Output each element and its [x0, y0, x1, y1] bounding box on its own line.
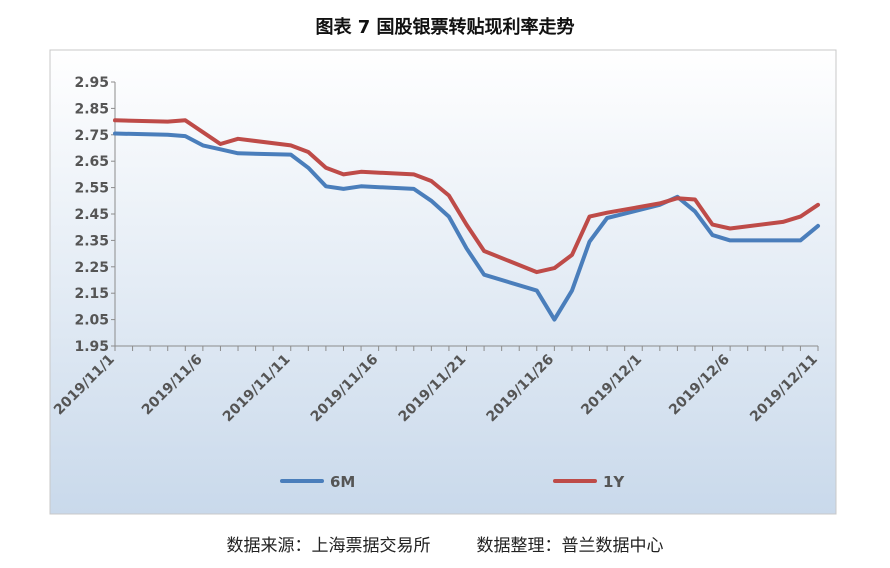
y-tick-label: 2.55 [74, 181, 109, 197]
legend-label-6m: 6M [330, 473, 355, 491]
y-tick-label: 1.95 [74, 339, 109, 355]
y-tick-label: 2.35 [74, 233, 109, 249]
source-left: 数据来源：上海票据交易所 [226, 536, 431, 556]
y-tick-label: 2.45 [74, 207, 109, 223]
series-line-1y [113, 118, 820, 275]
figure-title: 图表 7 国股银票转贴现利率走势 [315, 17, 575, 38]
y-tick-label: 2.95 [74, 75, 109, 91]
legend: 6M 1Y [280, 473, 625, 491]
source-note: 数据来源：上海票据交易所 数据整理：普兰数据中心 [0, 531, 890, 556]
source-right: 数据整理：普兰数据中心 [476, 536, 664, 556]
y-tick-label: 2.25 [74, 260, 109, 276]
chart-background [49, 49, 837, 515]
legend-label-1y: 1Y [603, 473, 625, 491]
y-tick-label: 2.15 [74, 286, 109, 302]
y-tick-label: 2.65 [74, 154, 109, 170]
y-tick-label: 2.05 [74, 313, 109, 329]
y-tick-label: 2.85 [74, 101, 109, 117]
series-line-6m [113, 131, 820, 322]
y-tick-label: 2.75 [74, 128, 109, 144]
series-layer [113, 118, 820, 322]
